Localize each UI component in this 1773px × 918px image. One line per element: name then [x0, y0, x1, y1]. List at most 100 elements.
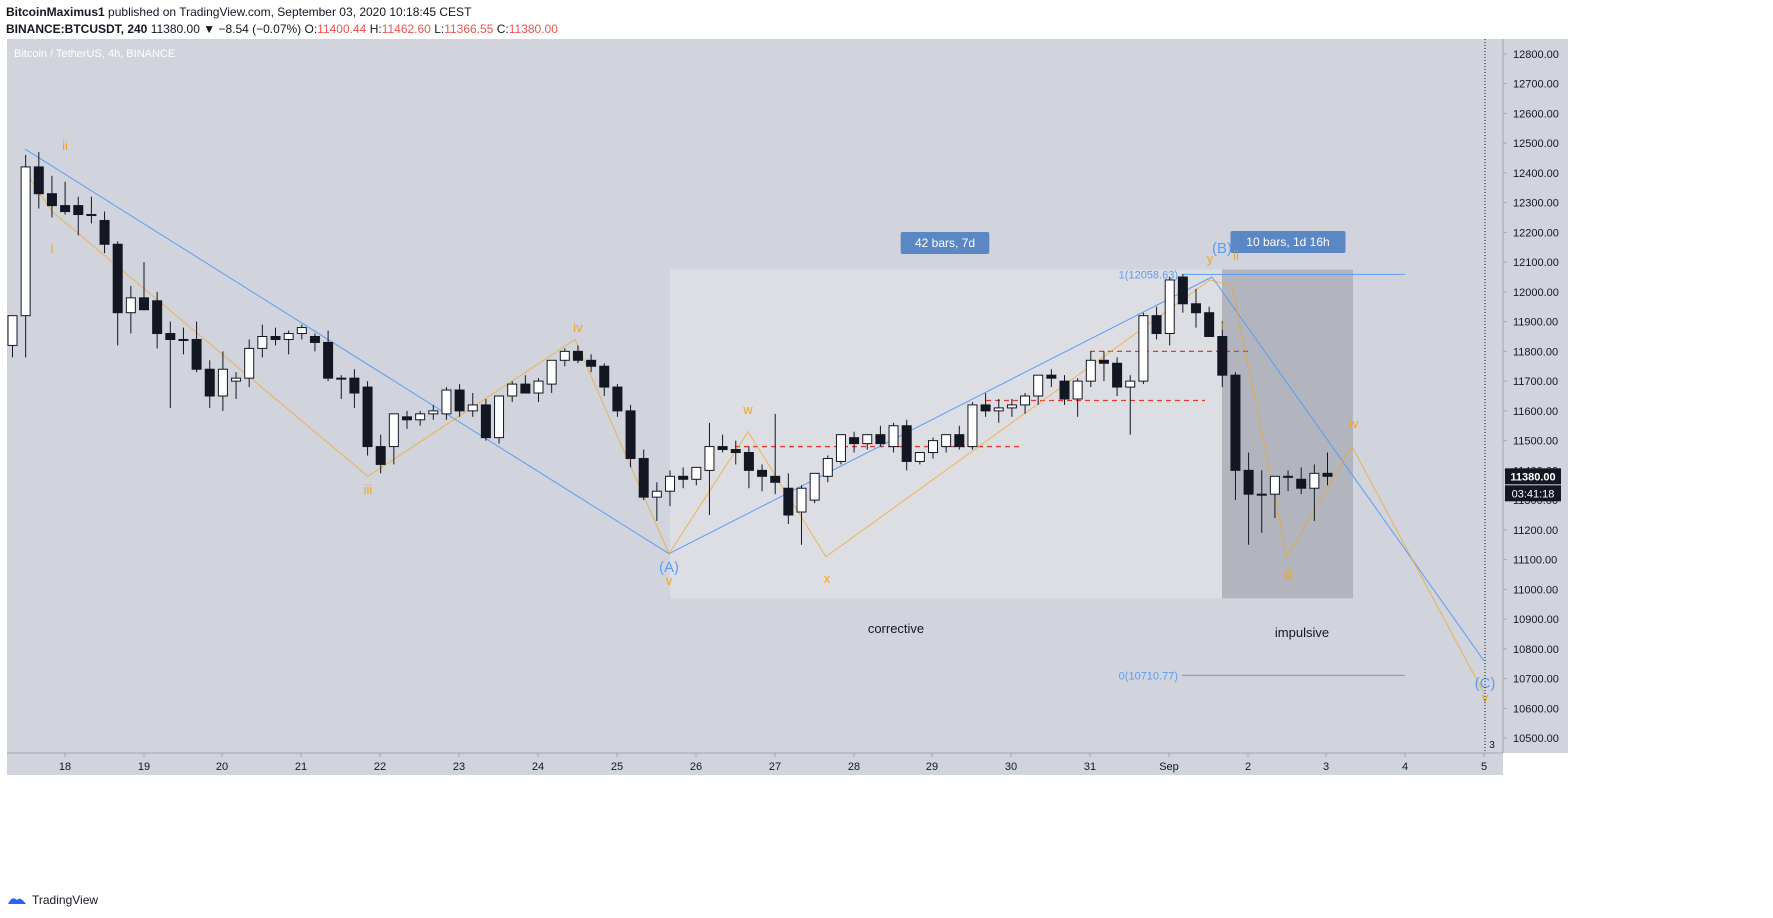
- candle: [783, 487, 794, 516]
- time-axis-area[interactable]: [7, 753, 1503, 775]
- wave-label-i: i: [1221, 318, 1224, 333]
- y-tick-label: 10500.00: [1513, 733, 1559, 745]
- last-value: 11380.00: [150, 22, 200, 36]
- header-line-2: BINANCE:BTCUSDT, 240 11380.00 ▼ −8.54 (−…: [6, 22, 558, 36]
- candle: [1151, 315, 1162, 335]
- candle: [309, 336, 320, 343]
- y-tick-label: 11600.00: [1513, 406, 1558, 418]
- wave-label-i: i: [51, 241, 54, 256]
- candle: [388, 413, 399, 448]
- candle: [46, 193, 57, 207]
- symbol-label: BINANCE:BTCUSDT, 240: [6, 22, 148, 36]
- y-tick-label: 11700.00: [1513, 376, 1558, 388]
- y-tick-label: 10700.00: [1513, 674, 1559, 686]
- candle: [586, 359, 597, 367]
- candle: [862, 434, 873, 445]
- candle: [914, 452, 925, 462]
- x-tick-label: 2: [1245, 761, 1251, 773]
- candle: [1006, 404, 1017, 409]
- candle: [638, 457, 649, 498]
- y-tick-label: 12300.00: [1513, 198, 1559, 210]
- price-axis-area[interactable]: [1503, 39, 1568, 753]
- candle: [402, 416, 412, 421]
- last-price-bg: [1505, 468, 1561, 485]
- candle: [33, 166, 44, 195]
- wave-label-blue: (A): [659, 559, 679, 576]
- wave-label-blue: (B): [1212, 240, 1232, 257]
- candle: [888, 425, 899, 448]
- candle: [651, 490, 662, 498]
- candle: [454, 389, 465, 412]
- candle: [165, 333, 176, 340]
- candle: [691, 466, 702, 480]
- wave-label-ii: ii: [62, 138, 68, 153]
- candle: [1256, 493, 1267, 496]
- x-tick-label: 3: [1323, 761, 1329, 773]
- candle: [704, 446, 715, 471]
- wave-label-iv: iv: [1349, 416, 1359, 431]
- candle: [231, 377, 242, 382]
- candle: [349, 377, 360, 394]
- candle: [323, 341, 334, 379]
- wave-label-v: v: [1482, 690, 1489, 705]
- candle: [217, 368, 228, 397]
- x-tick-label: 18: [59, 761, 71, 773]
- x-tick-label: Sep: [1159, 761, 1179, 773]
- candle: [204, 368, 215, 397]
- blue-trendline-2: [668, 276, 1213, 555]
- candle: [993, 407, 1004, 412]
- high-value: 11462.60: [381, 22, 431, 36]
- x-tick-label: 20: [216, 761, 228, 773]
- x-tick-label: 26: [690, 761, 702, 773]
- range-box-impulsive: [1222, 269, 1353, 599]
- candle: [796, 487, 807, 513]
- y-tick-label: 12100.00: [1513, 257, 1559, 269]
- x-tick-label: 30: [1005, 761, 1017, 773]
- candle: [480, 404, 491, 439]
- candle: [178, 338, 189, 341]
- range-label-42-bars-bg: [900, 232, 990, 254]
- candle: [1020, 395, 1031, 406]
- countdown-bg: [1505, 485, 1561, 502]
- fib-label-0: 0(10710.77): [1119, 670, 1178, 682]
- y-tick-label: 12200.00: [1513, 227, 1559, 239]
- candle: [7, 315, 18, 346]
- candle: [520, 383, 531, 394]
- candle: [835, 434, 846, 462]
- candle: [757, 469, 768, 477]
- candle: [112, 243, 123, 314]
- h-label: H:: [369, 22, 382, 36]
- low-value: 11366.55: [444, 22, 494, 36]
- tradingview-logo-icon[interactable]: [6, 893, 28, 907]
- candle: [1033, 374, 1044, 397]
- wave-label-y: y: [1207, 251, 1214, 266]
- y-tick-label: 11500.00: [1513, 436, 1558, 448]
- x-tick-label: 21: [295, 761, 307, 773]
- candle: [441, 389, 452, 415]
- candle: [270, 336, 281, 340]
- candle: [1085, 359, 1096, 382]
- candle: [809, 472, 820, 501]
- candle: [901, 425, 912, 462]
- blue-trendline-3: [1211, 276, 1485, 662]
- y-tick-label: 12800.00: [1513, 49, 1559, 61]
- wave-label-x: x: [824, 571, 831, 586]
- candle: [599, 365, 610, 388]
- candle: [20, 166, 31, 317]
- candle: [665, 475, 675, 492]
- wave-label-blue: (C): [1475, 675, 1496, 692]
- y-tick-label: 12600.00: [1513, 108, 1559, 120]
- author-name[interactable]: BitcoinMaximus1: [6, 5, 105, 19]
- blue-trendline-1: [24, 148, 670, 555]
- y-tick-label: 11100.00: [1513, 555, 1557, 567]
- candle: [1191, 303, 1201, 314]
- range-caption-corrective: corrective: [868, 621, 924, 636]
- l-label: L:: [434, 22, 445, 36]
- candle: [152, 300, 163, 335]
- wave-label-iii: iii: [364, 482, 373, 497]
- candle: [875, 434, 886, 445]
- x-tick-label: 22: [374, 761, 386, 773]
- wave-label-iv: iv: [573, 320, 583, 335]
- footer-brand[interactable]: TradingView: [32, 893, 99, 907]
